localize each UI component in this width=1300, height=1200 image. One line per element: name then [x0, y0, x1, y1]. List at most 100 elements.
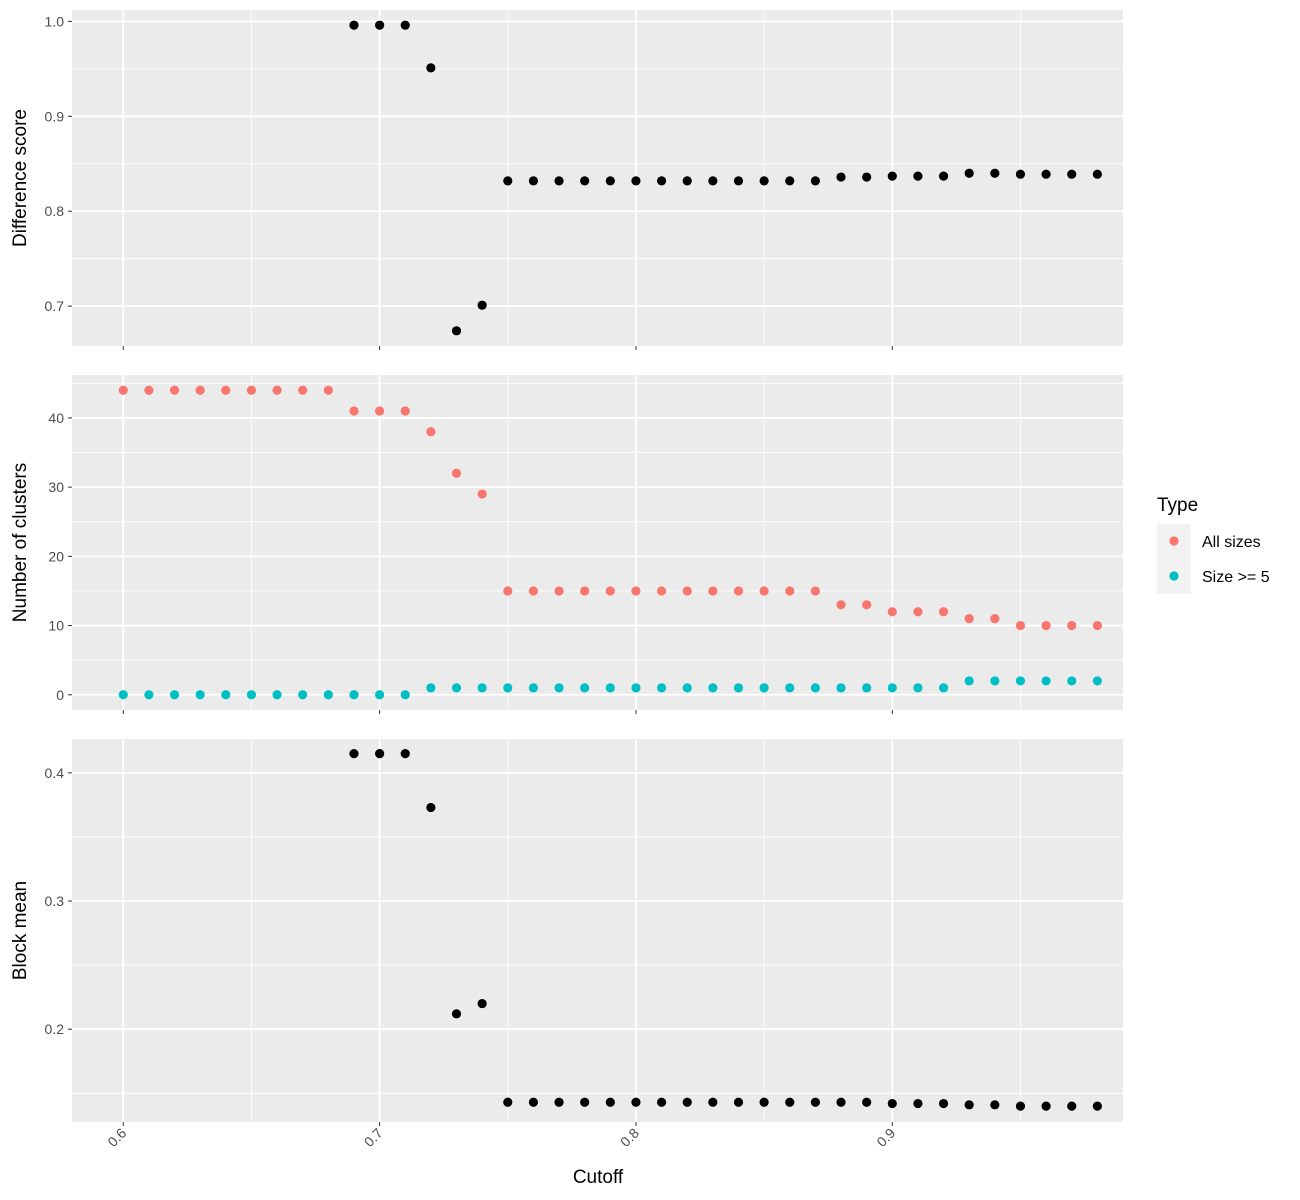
data-point	[451, 1009, 462, 1019]
legend-label: All sizes	[1202, 534, 1261, 551]
data-point	[964, 168, 974, 178]
data-point	[118, 385, 128, 395]
data-point	[682, 176, 692, 186]
panel-1: 0.7 0.8 0.9 1.0 Difference score	[10, 10, 1123, 350]
data-point	[298, 690, 308, 700]
data-point	[426, 802, 436, 813]
data-point	[862, 1097, 872, 1107]
data-point	[1067, 676, 1077, 686]
data-point	[477, 489, 487, 499]
data-point	[375, 406, 385, 416]
data-point	[323, 385, 333, 395]
data-point	[1067, 169, 1077, 179]
data-point	[1092, 169, 1102, 179]
data-point	[631, 586, 641, 596]
data-point	[708, 683, 718, 693]
data-point	[631, 683, 641, 693]
data-point	[862, 172, 872, 182]
data-point	[528, 1097, 539, 1107]
data-point	[400, 749, 410, 759]
data-point	[400, 406, 410, 416]
data-point	[400, 20, 410, 30]
panel-2: 0 10 20 30 40 Number of clusters	[10, 375, 1123, 714]
data-point	[810, 586, 820, 596]
data-point	[656, 176, 667, 186]
data-point	[964, 614, 974, 624]
data-point	[221, 385, 231, 395]
chart-panels: 0.7 0.8 0.9 1.0 Difference score 0 10 20 30 40 Num…	[10, 10, 1123, 1150]
data-point	[759, 586, 769, 596]
y-tick-label: 0	[56, 687, 64, 703]
data-point	[656, 1097, 667, 1107]
data-point	[990, 168, 1000, 178]
legend-label: Size >= 5	[1202, 569, 1270, 586]
x-tick-label: 0.9	[873, 1125, 898, 1150]
data-point	[375, 749, 385, 759]
data-point	[477, 300, 487, 310]
data-point	[580, 586, 590, 596]
data-point	[272, 385, 282, 395]
data-point	[785, 176, 795, 186]
data-point	[964, 1100, 974, 1110]
data-point	[990, 676, 1000, 686]
data-point	[1067, 1101, 1077, 1111]
data-point	[580, 1097, 590, 1107]
data-point	[426, 683, 436, 693]
x-tick-label: 0.7	[361, 1125, 386, 1150]
data-point	[144, 385, 154, 395]
panel-background	[72, 375, 1123, 710]
data-point	[580, 176, 590, 186]
series-size-5	[118, 676, 1102, 700]
data-point	[605, 683, 615, 693]
x-tick-label: 0.6	[104, 1125, 129, 1150]
data-point	[759, 683, 769, 693]
data-point	[836, 683, 846, 693]
data-point	[708, 176, 718, 186]
data-point	[682, 1097, 692, 1107]
data-point	[938, 171, 949, 181]
data-point	[349, 20, 359, 30]
data-point	[1015, 169, 1026, 179]
data-point	[169, 690, 180, 700]
y-axis-title: Number of clusters	[10, 463, 31, 622]
data-point	[836, 1097, 846, 1107]
data-point	[913, 607, 923, 617]
data-point	[913, 171, 923, 181]
data-point	[1067, 620, 1077, 631]
y-tick-label: 0.2	[45, 1021, 65, 1037]
data-point	[451, 468, 462, 478]
data-point	[1041, 1101, 1051, 1111]
y-tick-label: 10	[48, 618, 64, 634]
legend-title: Type	[1157, 495, 1198, 516]
y-tick-label: 40	[48, 410, 64, 426]
data-point	[1015, 1101, 1026, 1111]
data-point	[656, 586, 667, 596]
data-point	[477, 683, 487, 693]
data-point	[733, 1097, 744, 1107]
data-point	[913, 1098, 923, 1109]
y-tick-label: 0.9	[45, 108, 65, 124]
data-point	[733, 586, 744, 596]
data-point	[554, 683, 564, 693]
data-point	[862, 600, 872, 610]
data-point	[990, 1100, 1000, 1110]
data-point	[375, 20, 385, 30]
data-point	[605, 586, 615, 596]
data-point	[605, 176, 615, 186]
legend: Type All sizes Size >= 5	[1157, 495, 1270, 594]
legend-key	[1169, 536, 1179, 546]
data-point	[810, 683, 820, 693]
data-point	[1041, 676, 1051, 686]
y-axis-title: Difference score	[10, 109, 31, 247]
data-point	[938, 1098, 949, 1109]
data-point	[451, 326, 462, 336]
data-point	[938, 683, 949, 693]
data-point	[169, 385, 180, 395]
data-point	[195, 385, 205, 395]
data-point	[631, 1097, 641, 1107]
y-tick-label: 0.7	[45, 298, 65, 314]
data-point	[682, 683, 692, 693]
y-tick-label: 1.0	[45, 13, 65, 29]
data-point	[580, 683, 590, 693]
x-tick-label: 0.8	[617, 1125, 642, 1150]
